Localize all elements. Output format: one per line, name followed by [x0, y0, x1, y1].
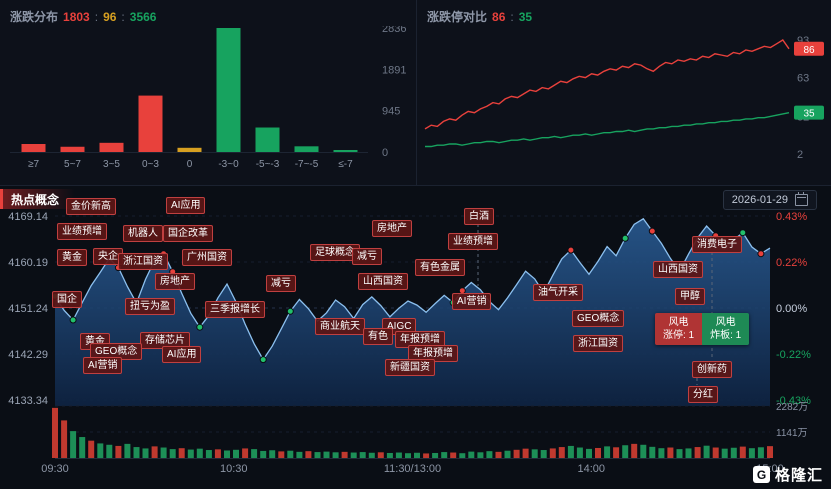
svg-text:63: 63	[797, 73, 809, 85]
svg-text:11:30/13:00: 11:30/13:00	[384, 463, 441, 475]
concept-tag[interactable]: 山西国资	[358, 273, 408, 290]
svg-text:≥7: ≥7	[28, 159, 39, 170]
svg-text:0: 0	[382, 147, 388, 159]
svg-text:945: 945	[382, 106, 400, 118]
svg-text:-7~-5: -7~-5	[295, 159, 319, 170]
svg-text:3~5: 3~5	[103, 159, 120, 170]
concept-tag[interactable]: 浙江国资	[573, 335, 623, 352]
concept-tag[interactable]: 存储芯片	[140, 332, 190, 349]
panel-hot-concepts: 热点概念 2026-01-29 G 格隆汇 4169.14 0.43% 4160.1…	[0, 186, 831, 489]
concept-tag[interactable]: AI营销	[452, 293, 492, 310]
svg-text:1891: 1891	[382, 64, 406, 76]
concept-tag[interactable]: 商业航天	[315, 318, 365, 335]
svg-text:-5~-3: -5~-3	[256, 159, 280, 170]
concept-tag[interactable]: 扭亏为盈	[125, 298, 175, 315]
concept-tag[interactable]: 房地产	[372, 220, 412, 237]
limit-down-count: 35	[518, 9, 533, 24]
concept-tag[interactable]: 有色金属	[415, 259, 465, 276]
distribution-bar-chart[interactable]: 0 945 1891 2836 ≥7 5~7 3~5 0~3 0 -3~0 -5~-3 -7~-5 ≤-…	[0, 23, 416, 189]
concept-tag[interactable]: 减亏	[352, 248, 382, 265]
concept-tag[interactable]: 新疆国资	[385, 359, 435, 376]
limit-title: 涨跌停对比	[427, 10, 488, 24]
svg-text:-3~0: -3~0	[218, 159, 239, 170]
concept-tag[interactable]: 油气开采	[533, 284, 583, 301]
date-value: 2026-01-29	[731, 194, 788, 206]
concept-tooltip: 风电 涨停: 1 风电 炸板: 1	[655, 313, 750, 345]
svg-text:86: 86	[803, 45, 815, 56]
svg-text:0: 0	[187, 159, 193, 170]
svg-text:4133.34: 4133.34	[8, 395, 48, 407]
calendar-icon	[795, 192, 808, 206]
svg-text:-0.43%: -0.43%	[776, 395, 811, 407]
svg-text:4160.19: 4160.19	[8, 257, 48, 269]
concept-tag[interactable]: 业绩预增	[57, 223, 107, 240]
gelonghui-logo: G 格隆汇	[752, 464, 823, 485]
svg-text:0.00%: 0.00%	[776, 303, 807, 315]
limit-line-chart[interactable]: 23263938635	[417, 26, 831, 189]
tab-hot-concepts[interactable]: 热点概念	[0, 189, 76, 209]
concept-tag[interactable]: 广州国资	[182, 249, 232, 266]
svg-text:10:30: 10:30	[220, 463, 248, 475]
svg-text:-0.22%: -0.22%	[776, 349, 811, 361]
svg-text:0~3: 0~3	[142, 159, 159, 170]
gelonghui-text: 格隆汇	[774, 467, 823, 484]
separator: :	[121, 9, 125, 24]
concept-tag[interactable]: 山西国资	[653, 261, 703, 278]
concept-tag[interactable]: 三季报增长	[205, 301, 265, 318]
concept-tag[interactable]: AI应用	[166, 197, 206, 214]
svg-text:2836: 2836	[382, 26, 406, 35]
svg-text:4142.29: 4142.29	[8, 349, 48, 361]
svg-text:4151.24: 4151.24	[8, 303, 48, 315]
concept-tag[interactable]: 分红	[688, 386, 718, 403]
separator: :	[510, 9, 514, 24]
gelonghui-icon: G	[752, 466, 770, 483]
concept-tag[interactable]: 有色	[363, 328, 393, 345]
svg-text:1141万: 1141万	[776, 428, 808, 439]
svg-text:0.22%: 0.22%	[776, 257, 807, 269]
svg-text:0.43%: 0.43%	[776, 211, 807, 223]
date-picker[interactable]: 2026-01-29	[722, 190, 817, 210]
concept-tag[interactable]: GEO概念	[572, 310, 625, 327]
concept-tag[interactable]: 甲醇	[675, 288, 705, 305]
flat-count: 96	[103, 9, 117, 24]
svg-text:09:30: 09:30	[41, 463, 69, 475]
concept-tag[interactable]: 创新药	[692, 361, 732, 378]
concept-tag[interactable]: 国企改革	[163, 225, 213, 242]
svg-text:5~7: 5~7	[64, 159, 81, 170]
separator: :	[94, 9, 99, 24]
panel-updown-distribution: 涨跌分布 1803: 96: 3566 0 945 1891 2836 ≥7 5~7 3~5…	[0, 0, 417, 185]
concept-tag[interactable]: 浙江国资	[118, 253, 168, 270]
concept-tag[interactable]: AI应用	[162, 346, 202, 363]
concept-tag[interactable]: 房地产	[155, 273, 195, 290]
concept-tag[interactable]: 国企	[52, 291, 82, 308]
svg-text:≤-7: ≤-7	[338, 159, 353, 170]
svg-text:2: 2	[797, 149, 803, 161]
down-count: 3566	[129, 9, 157, 24]
concept-tag[interactable]: 机器人	[123, 225, 163, 242]
up-count: 1803	[63, 9, 90, 24]
svg-text:35: 35	[803, 109, 815, 120]
svg-text:2282万: 2282万	[776, 402, 808, 413]
limit-header: 涨跌停对比 86: 35	[417, 0, 831, 26]
tab-label: 热点概念	[11, 192, 60, 207]
concept-tag[interactable]: 白酒	[464, 208, 494, 225]
distribution-title: 涨跌分布	[10, 10, 59, 24]
top-row: 涨跌分布 1803: 96: 3566 0 945 1891 2836 ≥7 5~7 3~5…	[0, 0, 831, 186]
concept-tag[interactable]: 减亏	[266, 275, 296, 292]
concept-tag[interactable]: AI营销	[83, 357, 123, 374]
svg-text:4169.14: 4169.14	[8, 211, 48, 223]
svg-text:14:00: 14:00	[577, 463, 605, 475]
panel-limit-compare: 涨跌停对比 86: 35 23263938635	[417, 0, 831, 185]
concept-tag[interactable]: 黄金	[57, 249, 87, 266]
limit-up-count: 86	[492, 9, 506, 24]
distribution-header: 涨跌分布 1803: 96: 3566	[0, 0, 416, 26]
concept-tag[interactable]: 业绩预增	[448, 233, 498, 250]
concept-tag[interactable]: 消费电子	[692, 236, 742, 253]
